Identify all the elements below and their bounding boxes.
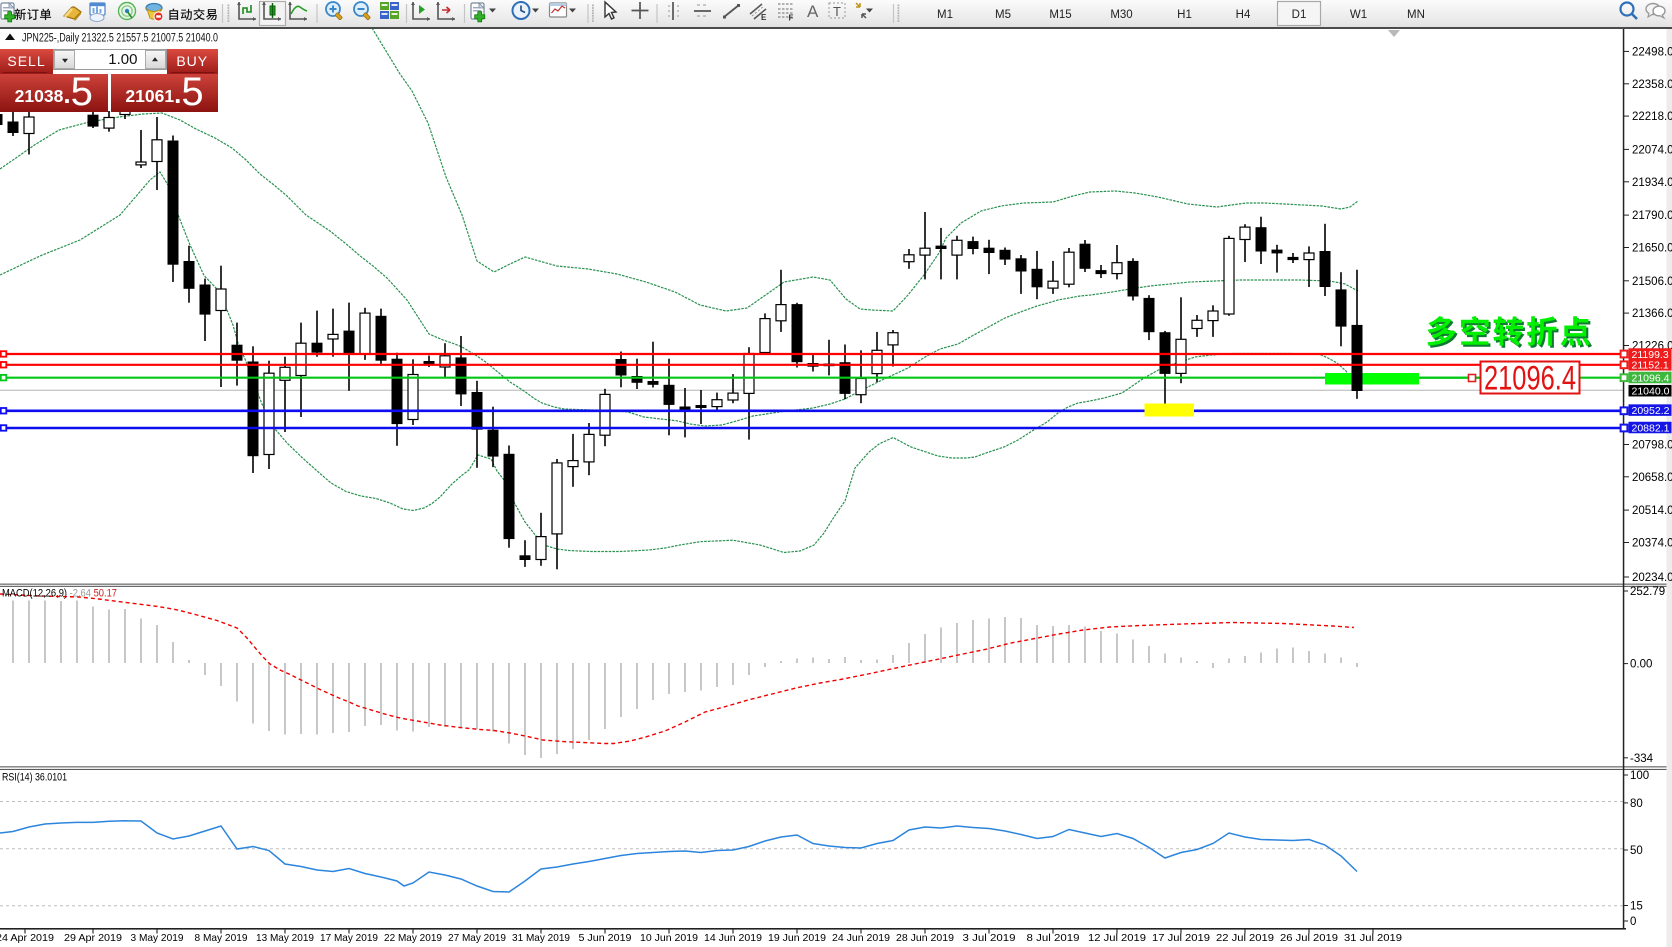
svg-text:A: A: [807, 2, 819, 21]
svg-text:29 Apr 2019: 29 Apr 2019: [64, 932, 122, 944]
svg-text:H1: H1: [1177, 9, 1192, 21]
svg-text:W1: W1: [1350, 9, 1367, 21]
svg-text:22358.0: 22358.0: [1632, 79, 1672, 91]
svg-text:21040.0: 21040.0: [1632, 386, 1670, 398]
svg-text:31 May 2019: 31 May 2019: [512, 932, 570, 944]
svg-text:100: 100: [1630, 770, 1649, 782]
svg-text:80: 80: [1630, 798, 1643, 810]
svg-text:JPN225-,Daily 21322.5 21557.5: JPN225-,Daily 21322.5 21557.5 21007.5 21…: [22, 33, 218, 45]
svg-text:21199.3: 21199.3: [1632, 349, 1669, 361]
svg-text:M1: M1: [937, 9, 953, 21]
svg-text:12 Jul 2019: 12 Jul 2019: [1088, 932, 1146, 944]
svg-text:10 Jun 2019: 10 Jun 2019: [640, 932, 698, 944]
svg-text:24 Apr 2019: 24 Apr 2019: [0, 932, 54, 944]
svg-text:-334: -334: [1630, 753, 1654, 765]
svg-text:19 Jun 2019: 19 Jun 2019: [768, 932, 826, 944]
svg-text:20882.1: 20882.1: [1632, 422, 1670, 434]
svg-text:28 Jun 2019: 28 Jun 2019: [896, 932, 954, 944]
svg-text:21152.1: 21152.1: [1632, 360, 1669, 372]
svg-text:20374.0: 20374.0: [1632, 538, 1672, 550]
svg-text:31 Jul 2019: 31 Jul 2019: [1344, 932, 1402, 944]
svg-text:14 Jun 2019: 14 Jun 2019: [704, 932, 762, 944]
svg-text:21790.0: 21790.0: [1632, 210, 1672, 222]
svg-text:E: E: [761, 13, 767, 22]
svg-text:13 May 2019: 13 May 2019: [256, 932, 314, 944]
svg-text:F: F: [789, 14, 794, 23]
svg-text:21506.0: 21506.0: [1632, 276, 1672, 288]
svg-text:8 May 2019: 8 May 2019: [195, 932, 248, 944]
svg-text:M30: M30: [1110, 9, 1132, 21]
svg-text:21650.0: 21650.0: [1632, 243, 1672, 255]
svg-text:3 May 2019: 3 May 2019: [131, 932, 184, 944]
svg-text:21096.4: 21096.4: [1632, 372, 1670, 384]
svg-text:22218.0: 22218.0: [1632, 111, 1672, 123]
svg-text:M15: M15: [1049, 9, 1071, 21]
svg-text:20798.0: 20798.0: [1632, 440, 1672, 452]
svg-text:M5: M5: [995, 9, 1011, 21]
svg-text:20514.0: 20514.0: [1632, 505, 1672, 517]
svg-text:T: T: [833, 4, 841, 19]
svg-text:8 Jul 2019: 8 Jul 2019: [1027, 932, 1080, 944]
svg-text:20952.2: 20952.2: [1632, 405, 1670, 417]
svg-text:15: 15: [1630, 901, 1643, 913]
svg-text:21366.0: 21366.0: [1632, 308, 1672, 320]
svg-text:0.00: 0.00: [1630, 659, 1652, 671]
svg-text:24 Jun 2019: 24 Jun 2019: [832, 932, 890, 944]
svg-text:20658.0: 20658.0: [1632, 472, 1672, 484]
svg-text:21096.4: 21096.4: [1484, 360, 1576, 398]
svg-text:22498.0: 22498.0: [1632, 46, 1672, 58]
svg-text:20234.0: 20234.0: [1632, 572, 1672, 584]
svg-text:5 Jun 2019: 5 Jun 2019: [579, 932, 632, 944]
svg-text:0: 0: [1630, 916, 1636, 928]
svg-text:H4: H4: [1236, 9, 1251, 21]
svg-text:MN: MN: [1407, 9, 1425, 21]
svg-text:22 Jul 2019: 22 Jul 2019: [1216, 932, 1274, 944]
svg-text:50: 50: [1630, 845, 1643, 857]
svg-text:252.79: 252.79: [1630, 586, 1665, 598]
svg-text:22 May 2019: 22 May 2019: [384, 932, 442, 944]
svg-text:17 Jul 2019: 17 Jul 2019: [1152, 932, 1210, 944]
svg-text:21934.0: 21934.0: [1632, 177, 1672, 189]
svg-text:17 May 2019: 17 May 2019: [320, 932, 378, 944]
svg-text:26 Jul 2019: 26 Jul 2019: [1280, 932, 1338, 944]
svg-text:3 Jul 2019: 3 Jul 2019: [963, 932, 1016, 944]
svg-text:27 May 2019: 27 May 2019: [448, 932, 506, 944]
svg-text:MACD(12,26,9) -2.64 50.17: MACD(12,26,9) -2.64 50.17: [2, 588, 117, 600]
svg-text:RSI(14) 36.0101: RSI(14) 36.0101: [2, 772, 67, 784]
svg-text:D1: D1: [1292, 9, 1307, 21]
svg-text:22074.0: 22074.0: [1632, 144, 1672, 156]
